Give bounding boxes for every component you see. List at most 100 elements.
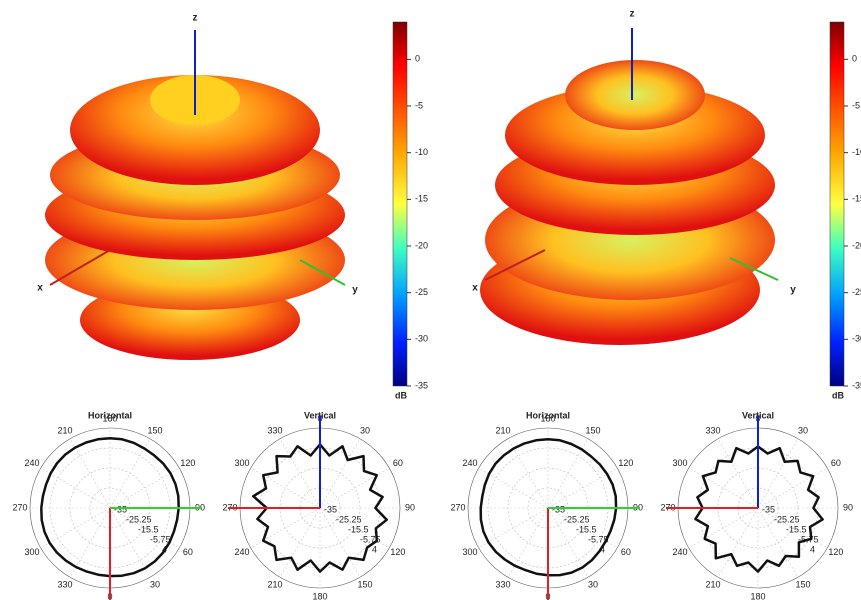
angle-label: 240 xyxy=(673,547,688,557)
radius-tick-label: -5.75 xyxy=(150,534,171,544)
angle-label: 150 xyxy=(357,579,372,589)
colorbar-tick-label: -20 xyxy=(415,240,428,250)
angle-label: 60 xyxy=(393,458,403,468)
angle-label: 240 xyxy=(235,547,250,557)
polar-spoke xyxy=(757,438,799,509)
polar-spoke xyxy=(109,507,180,549)
angle-label: 180 xyxy=(750,591,765,600)
axis-label: y xyxy=(790,285,796,296)
radius-tick-label: -25.25 xyxy=(564,514,590,524)
angle-label: 300 xyxy=(673,458,688,468)
polar-spoke xyxy=(547,438,589,509)
angle-label: 150 xyxy=(795,579,810,589)
colorbar-unit: dB xyxy=(832,390,844,400)
pattern-3d-right xyxy=(480,28,779,345)
colorbar xyxy=(829,21,845,387)
radius-tick-label: -25.25 xyxy=(336,514,362,524)
colorbar-tick-label: -30 xyxy=(415,334,428,344)
colorbar xyxy=(392,21,408,387)
pattern-3d-left xyxy=(45,30,346,360)
colorbar-tick-label: -20 xyxy=(852,240,861,250)
polar-spoke xyxy=(319,507,361,578)
angle-label: 60 xyxy=(621,547,631,557)
polar-spoke xyxy=(478,467,549,509)
pattern-curve xyxy=(252,443,388,573)
angle-label: 30 xyxy=(798,425,808,435)
angle-label: 300 xyxy=(463,547,478,557)
colorbar-tick-label: -25 xyxy=(415,287,428,297)
colorbar-tick-label: -25 xyxy=(852,287,861,297)
angle-label: 270 xyxy=(450,502,465,512)
polar-spoke xyxy=(40,507,111,549)
radius-tick-label: 4 xyxy=(600,544,605,554)
polar-spoke xyxy=(757,507,828,549)
angle-label: 150 xyxy=(147,425,162,435)
polar-spoke xyxy=(547,467,618,509)
polar-spoke xyxy=(40,467,111,509)
colorbar-tick-label: 0 xyxy=(415,54,420,64)
radius-tick-label: -35 xyxy=(114,504,127,514)
polar-spoke xyxy=(688,467,759,509)
angle-label: 180 xyxy=(540,413,555,423)
angle-label: 60 xyxy=(183,547,193,557)
angle-label: 210 xyxy=(705,579,720,589)
polar-spoke xyxy=(109,438,151,509)
colorbar-tick-label: -30 xyxy=(852,334,861,344)
angle-label: 120 xyxy=(828,547,843,557)
colorbar-tick-label: -10 xyxy=(852,147,861,157)
colorbar-tick-label: -15 xyxy=(852,194,861,204)
angle-label: 330 xyxy=(705,425,720,435)
radius-tick-label: -15.5 xyxy=(138,524,159,534)
polar-title: Vertical xyxy=(742,410,774,420)
colorbar-tick-label: -5 xyxy=(415,100,423,110)
colorbar-tick-label: -10 xyxy=(415,147,428,157)
radius-tick-label: -35 xyxy=(324,504,337,514)
polar-spoke xyxy=(478,507,549,549)
angle-label: 180 xyxy=(312,591,327,600)
radius-tick-label: -15.5 xyxy=(348,524,369,534)
radius-tick-label: 4 xyxy=(372,544,377,554)
angle-label: 240 xyxy=(25,458,40,468)
angle-label: 150 xyxy=(585,425,600,435)
polar-spoke xyxy=(757,467,828,509)
axis-label: z xyxy=(630,9,635,20)
angle-label: 300 xyxy=(235,458,250,468)
angle-label: 30 xyxy=(150,579,160,589)
radius-tick-label: -15.5 xyxy=(576,524,597,534)
axis-label: x xyxy=(472,283,478,294)
polar-spoke xyxy=(319,438,361,509)
radius-tick-label: -35 xyxy=(552,504,565,514)
angle-label: 120 xyxy=(390,547,405,557)
radius-tick-label: -5.75 xyxy=(588,534,609,544)
radius-tick-label: -35 xyxy=(762,504,775,514)
colorbar-tick-label: -15 xyxy=(415,194,428,204)
polar-spoke xyxy=(717,438,759,509)
polar-spoke xyxy=(109,507,151,578)
polar-spoke xyxy=(279,507,321,578)
radius-tick-label: -25.25 xyxy=(126,514,152,524)
angle-label: 30 xyxy=(360,425,370,435)
angle-label: 90 xyxy=(843,502,853,512)
polar-spoke xyxy=(250,507,321,549)
polar-spoke xyxy=(507,507,549,578)
angle-label: 180 xyxy=(102,413,117,423)
colorbar-unit: dB xyxy=(395,390,407,400)
polar-spoke xyxy=(507,438,549,509)
colorbar-tick-label: -5 xyxy=(852,100,860,110)
radius-tick-label: 4 xyxy=(810,544,815,554)
polar-spoke xyxy=(250,467,321,509)
angle-label: 210 xyxy=(57,425,72,435)
angle-label: 330 xyxy=(495,579,510,589)
polar-title: Vertical xyxy=(304,410,336,420)
colorbar-tick-label: -35 xyxy=(415,380,428,390)
angle-label: 60 xyxy=(831,458,841,468)
colorbar-tick-label: -35 xyxy=(852,380,861,390)
colorbar-tick-label: 0 xyxy=(852,54,857,64)
angle-label: 300 xyxy=(25,547,40,557)
angle-label: 210 xyxy=(495,425,510,435)
polar-spoke xyxy=(717,507,759,578)
angle-label: 210 xyxy=(267,579,282,589)
polar-title: Horizontal xyxy=(526,410,570,420)
polar-spoke xyxy=(319,467,390,509)
